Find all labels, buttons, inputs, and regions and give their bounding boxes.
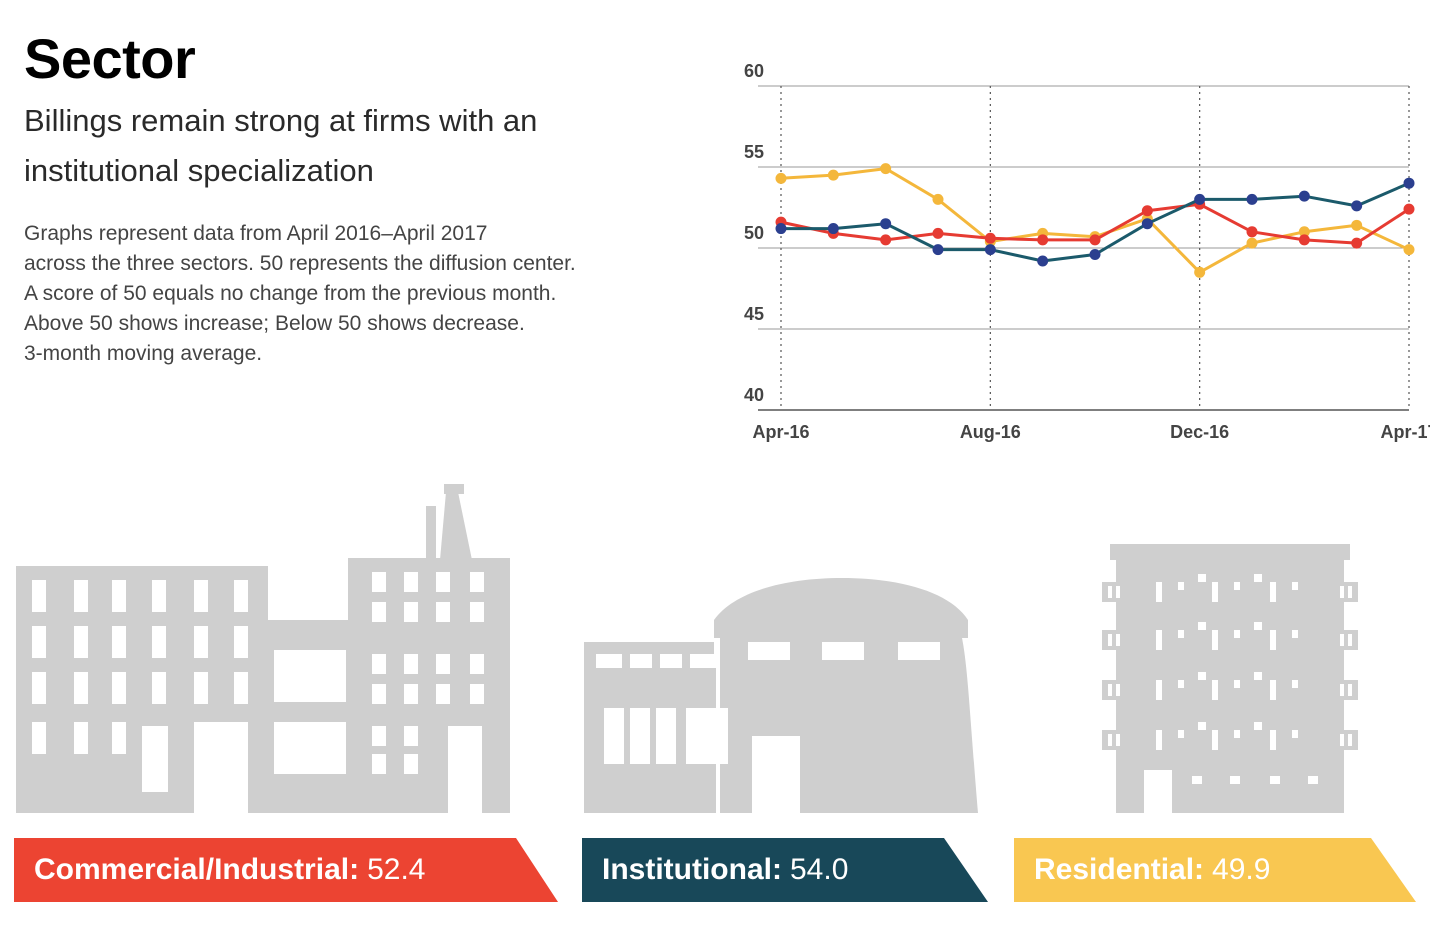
data-point [1403,203,1415,215]
data-point [1298,226,1310,238]
data-point [1351,237,1363,249]
data-point [1351,200,1363,212]
y-tick-label: 55 [744,142,764,162]
x-tick-label: Aug-16 [960,422,1021,442]
institutional-banner: Institutional: 54.0 [582,838,988,902]
sector-value: 54.0 [789,853,849,886]
description-line: 3-month moving average. [24,342,263,365]
commercial-building-illustration [16,484,510,813]
data-point [880,163,892,175]
sector-label: Residential: [1034,853,1205,886]
data-point [1298,190,1310,202]
data-point [1194,266,1206,278]
sector-value: 49.9 [1212,853,1271,886]
x-tick-label: Dec-16 [1170,422,1229,442]
description-line: across the three sectors. 50 represents … [24,252,576,275]
x-tick-label: Apr-17 [1380,422,1430,442]
y-tick-label: 40 [744,385,764,405]
data-point [1089,234,1101,246]
data-point [1403,244,1415,256]
data-point [1141,218,1153,230]
commercial-industrial-banner: Commercial/Industrial: 52.4 [14,838,558,902]
page-subtitle: Billings remain strong at firms with an … [24,103,538,188]
data-point [1246,237,1258,249]
data-point [1403,177,1415,189]
chart-description: Graphs represent data from April 2016–Ap… [24,219,684,369]
description-line: Above 50 shows increase; Below 50 shows … [24,312,525,335]
data-point [932,193,944,205]
data-point [1037,255,1049,267]
data-point [1298,234,1310,246]
data-point [1246,226,1258,238]
residential-building-illustration [1102,544,1358,813]
description-line: A score of 50 equals no change from the … [24,282,557,305]
description-line: Graphs represent data from April 2016–Ap… [24,222,488,245]
sector-label: Institutional: [602,853,782,886]
data-point [1037,234,1049,246]
data-point [775,172,787,184]
sector-value: 52.4 [367,853,426,886]
data-point [1194,193,1206,205]
y-tick-label: 50 [744,223,764,243]
data-point [827,169,839,181]
institutional-building-illustration [584,578,978,813]
building-illustrations [16,484,1358,813]
data-point [1351,219,1363,231]
sector-label: Commercial/Industrial: [34,853,360,886]
page-title: Sector [24,27,196,90]
data-point [1089,248,1101,260]
data-point [932,244,944,256]
data-point [984,232,996,244]
y-tick-label: 45 [744,304,764,324]
sector-line-chart: 40 45 50 55 60 Apr-16 Aug-16 Dec-16 Apr-17 [744,61,1430,442]
data-point [880,218,892,230]
data-point [1246,193,1258,205]
data-point [984,244,996,256]
x-tick-label: Apr-16 [752,422,809,442]
data-point [827,223,839,235]
data-point [932,227,944,239]
y-tick-label: 60 [744,61,764,81]
data-point [1141,205,1153,217]
data-point [880,234,892,246]
data-point [775,223,787,235]
residential-banner: Residential: 49.9 [1014,838,1416,902]
